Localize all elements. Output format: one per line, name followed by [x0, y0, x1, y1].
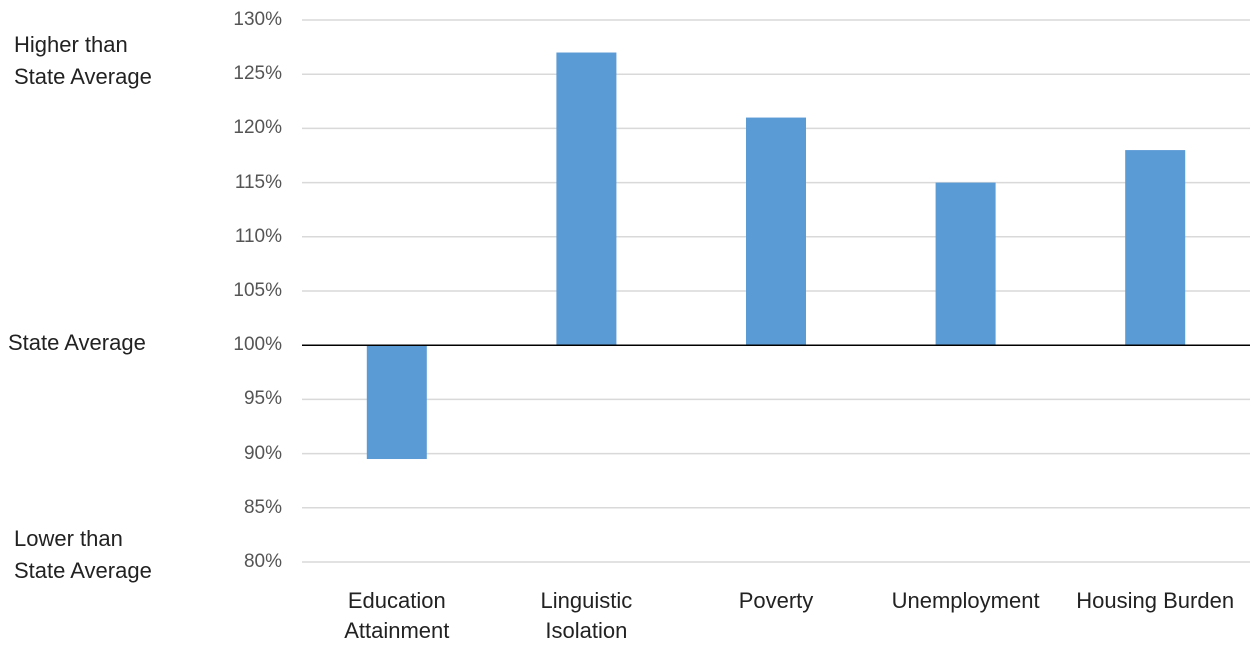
x-tick-label: Linguistic Isolation [540, 588, 633, 643]
bar [556, 52, 617, 346]
y-tick-label: 105% [233, 280, 282, 301]
annotation: State Average [14, 64, 152, 89]
y-tick-label: 120% [233, 117, 282, 139]
annotation: Higher than [14, 32, 128, 57]
y-tick-label: 100% [233, 334, 282, 356]
y-tick-label: 115% [234, 171, 282, 193]
bar [1125, 150, 1186, 346]
bar [935, 182, 996, 346]
y-tick-label: 90% [243, 442, 282, 464]
x-tick-label: Poverty [738, 588, 814, 613]
bar [746, 117, 806, 346]
y-tick-label: 110% [234, 225, 282, 247]
y-tick-label: 125% [233, 63, 282, 85]
y-tick-label: 85% [243, 496, 282, 518]
x-tick-label: Education Attainment [344, 588, 450, 643]
x-tick-label: Unemployment [891, 588, 1040, 613]
y-tick-label: 95% [243, 388, 282, 410]
y-tick-label: 130% [233, 9, 282, 30]
y-tick-label: 80% [243, 551, 282, 572]
annotation: State Average [14, 558, 152, 583]
bar [366, 345, 427, 460]
x-tick-label: Housing Burden [1076, 588, 1235, 613]
annotation: Lower than [14, 526, 123, 551]
annotation: State Average [8, 330, 146, 355]
